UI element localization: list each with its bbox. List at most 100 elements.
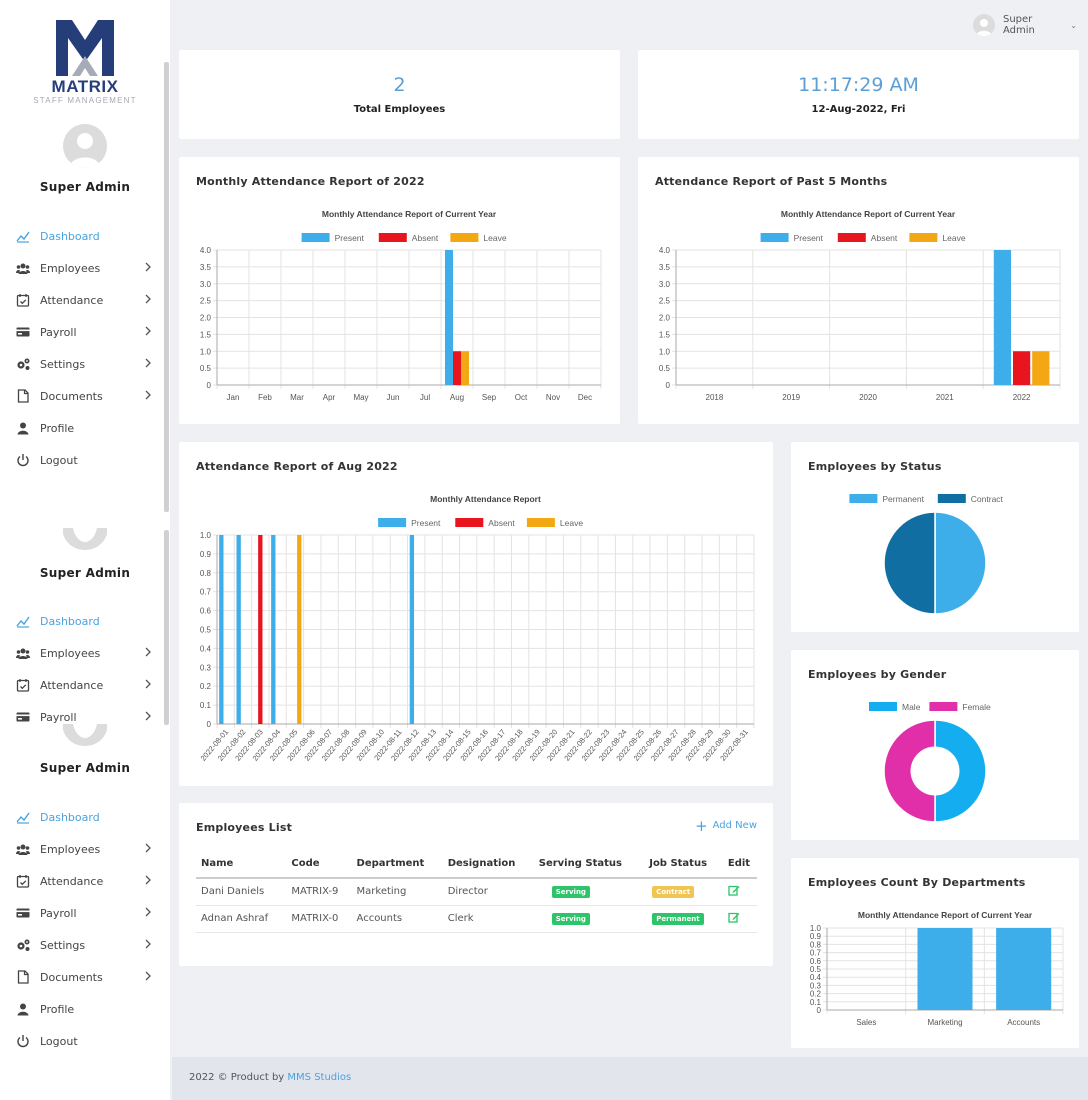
avatar-duplicate (63, 528, 107, 550)
employees-by-department-chart: Monthly Attendance Report of Current Yea… (810, 910, 1064, 1027)
bar-leave-aug (461, 351, 469, 385)
x-tick-label: 2022 (1013, 393, 1031, 402)
sidebar-item-dashboard[interactable]: Dashboard (16, 611, 156, 631)
bar-absent-2022-08-03 (258, 535, 263, 724)
table-header-row: Name Code Department Designation Serving Sta… (196, 850, 757, 879)
sidebar-item-documents[interactable]: Documents (16, 386, 156, 406)
sidebar-item-label: Employees (40, 646, 101, 660)
sidebar-item-payroll[interactable]: Payroll (16, 322, 156, 342)
user-menu[interactable]: Super Admin ⌄ (973, 14, 1077, 36)
column-header: Job Status (644, 850, 723, 879)
y-tick-label: 0.4 (810, 973, 822, 982)
sidebar-item-attendance[interactable]: Attendance (16, 871, 156, 891)
sidebar-scrollbar-secondary[interactable] (164, 530, 169, 725)
legend-swatch (869, 702, 897, 711)
chart-line-icon (16, 231, 30, 243)
legend-swatch (937, 494, 966, 503)
y-tick-label: 0.2 (200, 682, 212, 691)
x-tick-label: Feb (258, 393, 272, 402)
sidebar-item-documents[interactable]: Documents (16, 967, 156, 987)
sidebar-user-name-duplicate-2: Super Admin (39, 761, 131, 775)
add-new-button[interactable]: + Add New (695, 818, 757, 833)
credit-card-icon (16, 908, 30, 918)
users-icon (16, 648, 30, 659)
sidebar-scrollbar[interactable] (164, 62, 169, 512)
chevron-down-icon: ⌄ (1070, 20, 1077, 30)
sidebar-user-name-duplicate: Super Admin (39, 566, 131, 580)
edit-icon[interactable] (728, 911, 740, 923)
chevron-right-icon (145, 294, 151, 304)
table-cell: Contract (644, 878, 723, 906)
chevron-right-icon (145, 647, 151, 657)
x-tick-label: 2020 (859, 393, 877, 402)
sidebar-item-employees[interactable]: Employees (16, 839, 156, 859)
user-icon (17, 1003, 29, 1016)
sidebar-item-profile[interactable]: Profile (16, 418, 156, 438)
bar-present-2022 (993, 250, 1011, 385)
y-tick-label: 1.0 (200, 531, 212, 540)
footer-link[interactable]: MMS Studios (287, 1072, 352, 1083)
bar-absent-aug (453, 351, 461, 385)
bar-leave-2022-08-05 (297, 535, 302, 724)
x-tick-label: Apr (323, 393, 336, 402)
y-tick-label: 3.0 (200, 280, 212, 289)
clock-date: 12-Aug-2022, Fri (811, 104, 906, 115)
sidebar: MATRIX STAFF MANAGEMENT Super Admin Dash… (0, 0, 170, 1100)
sidebar-item-attendance[interactable]: Attendance (16, 290, 156, 310)
chart-title: Monthly Attendance Report of Current Yea… (781, 209, 956, 219)
employees-by-status-card: Employees by Status Permanent Contract (791, 442, 1079, 632)
sidebar-item-settings[interactable]: Settings (16, 935, 156, 955)
chart-line-icon (16, 616, 30, 628)
sidebar-item-label: Attendance (40, 678, 104, 692)
sidebar-item-label: Attendance (40, 874, 104, 888)
legend-label: Leave (483, 233, 506, 243)
y-tick-label: 1.5 (659, 330, 671, 339)
table-cell: Director (442, 878, 534, 906)
y-tick-label: 3.5 (200, 263, 212, 272)
y-tick-label: 0.5 (200, 364, 212, 373)
sidebar-item-dashboard[interactable]: Dashboard (16, 226, 156, 246)
x-tick-label: 2021 (936, 393, 954, 402)
y-tick-label: 2.0 (200, 314, 212, 323)
sidebar-item-payroll[interactable]: Payroll (16, 707, 156, 727)
y-tick-label: 0.8 (200, 569, 212, 578)
y-tick-label: 0 (666, 381, 671, 390)
bar-present-2022-08-02 (236, 535, 241, 724)
file-icon (17, 970, 29, 984)
sidebar-item-attendance[interactable]: Attendance (16, 675, 156, 695)
user-icon (17, 422, 29, 435)
sidebar-item-dashboard[interactable]: Dashboard (16, 807, 156, 827)
table-cell: Serving (533, 878, 645, 906)
employees-by-department-card: Employees Count By Departments Monthly A… (791, 858, 1079, 1048)
y-tick-label: 1.5 (200, 330, 212, 339)
slice-female (883, 719, 936, 823)
credit-card-icon (16, 327, 30, 337)
sidebar-item-employees[interactable]: Employees (16, 258, 156, 278)
sidebar-item-profile[interactable]: Profile (16, 999, 156, 1019)
legend-label: Absent (412, 233, 439, 243)
x-tick-label: Sep (482, 393, 497, 402)
table-row: Adnan Ashraf MATRIX-0 Accounts Clerk Serving… (196, 905, 757, 933)
edit-icon[interactable] (728, 884, 740, 896)
table-cell: MATRIX-0 (286, 905, 352, 933)
chevron-right-icon (145, 326, 151, 336)
total-employees-value: 2 (393, 74, 406, 96)
file-icon (17, 389, 29, 403)
y-tick-label: 2.5 (659, 297, 671, 306)
table-cell: Clerk (442, 905, 534, 933)
sidebar-item-payroll[interactable]: Payroll (16, 903, 156, 923)
sidebar-item-logout[interactable]: Logout (16, 450, 156, 470)
calendar-check-icon (16, 679, 30, 692)
sidebar-item-employees[interactable]: Employees (16, 643, 156, 663)
chart-title: Monthly Attendance Report of Current Yea… (322, 209, 497, 219)
x-tick-label: 2018 (706, 393, 724, 402)
sidebar-item-logout[interactable]: Logout (16, 1031, 156, 1051)
user-avatar-icon (973, 14, 995, 36)
users-icon (16, 263, 30, 274)
table-cell: Accounts (351, 905, 443, 933)
table-cell: Dani Daniels (196, 878, 287, 906)
legend-label: Contract (971, 494, 1004, 504)
x-tick-label: Mar (290, 393, 304, 402)
sidebar-item-settings[interactable]: Settings (16, 354, 156, 374)
clock-time: 11:17:29 AM (798, 74, 919, 96)
